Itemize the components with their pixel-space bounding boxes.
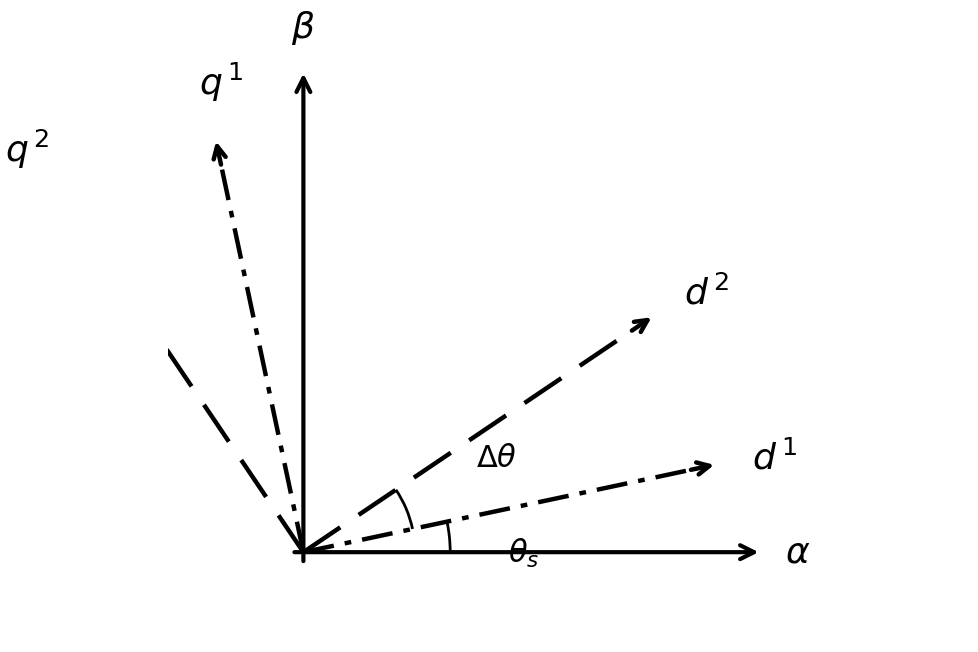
Text: $\beta$: $\beta$ — [291, 9, 315, 47]
Text: $d^{\,1}$: $d^{\,1}$ — [751, 440, 796, 476]
Text: $\theta_s$: $\theta_s$ — [508, 537, 539, 570]
Text: $\Delta\theta$: $\Delta\theta$ — [476, 444, 516, 473]
Text: $d^{\,2}$: $d^{\,2}$ — [684, 275, 729, 312]
Text: $q^{\,1}$: $q^{\,1}$ — [199, 61, 244, 104]
Text: $q^{\,2}$: $q^{\,2}$ — [5, 128, 49, 171]
Text: $\alpha$: $\alpha$ — [784, 535, 810, 569]
